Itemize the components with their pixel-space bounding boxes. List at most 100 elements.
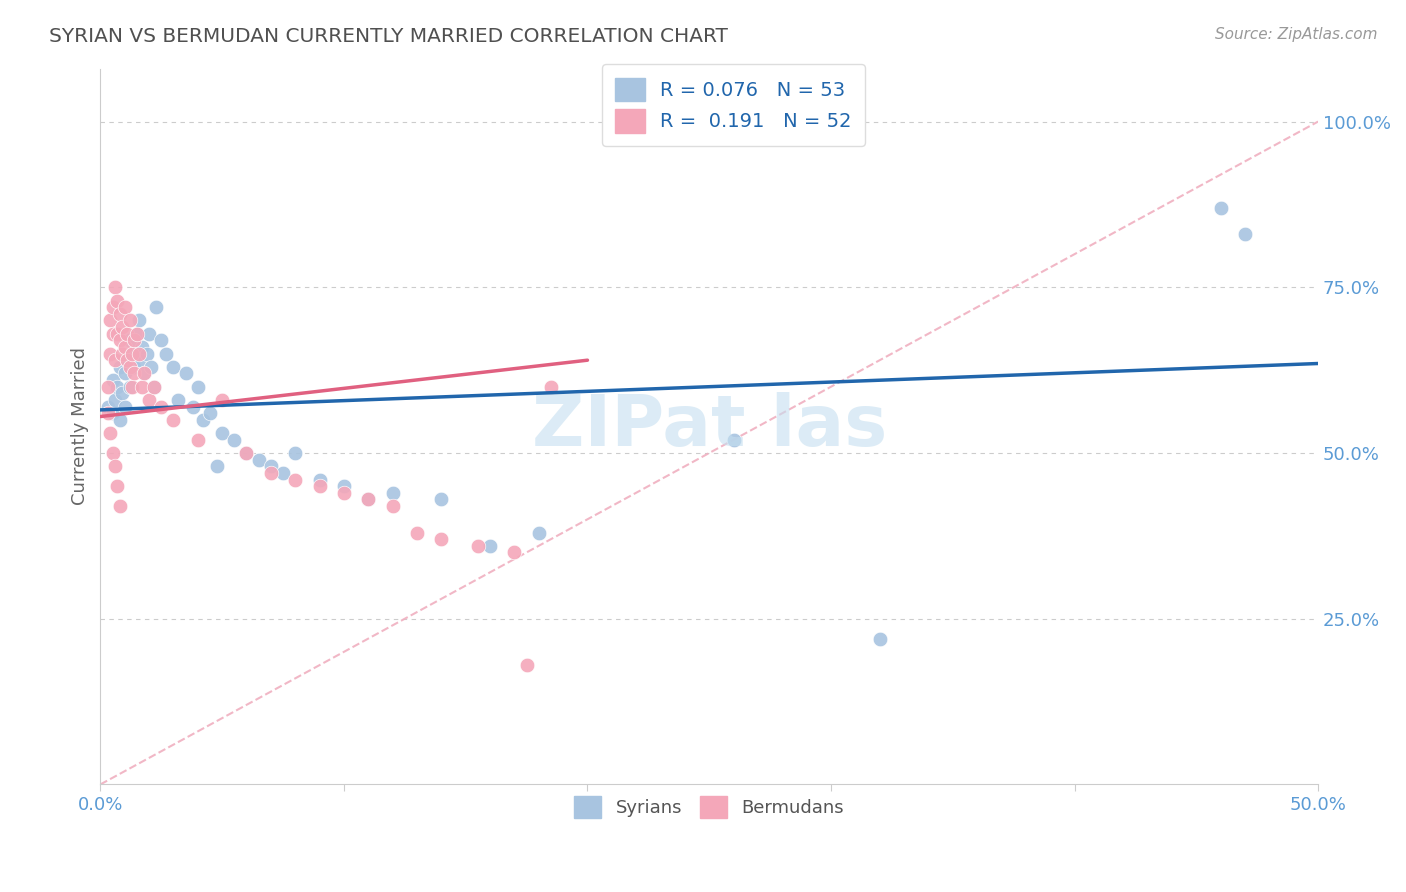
Point bbox=[128, 353, 150, 368]
Point bbox=[131, 380, 153, 394]
Point bbox=[723, 433, 745, 447]
Point bbox=[111, 386, 134, 401]
Point bbox=[198, 406, 221, 420]
Point bbox=[118, 313, 141, 327]
Point bbox=[503, 545, 526, 559]
Point bbox=[114, 367, 136, 381]
Point bbox=[121, 346, 143, 360]
Text: SYRIAN VS BERMUDAN CURRENTLY MARRIED CORRELATION CHART: SYRIAN VS BERMUDAN CURRENTLY MARRIED COR… bbox=[49, 27, 728, 45]
Point bbox=[104, 392, 127, 407]
Point bbox=[308, 473, 330, 487]
Point bbox=[284, 446, 307, 460]
Point bbox=[104, 459, 127, 474]
Point bbox=[98, 346, 121, 360]
Point bbox=[467, 539, 489, 553]
Point bbox=[134, 367, 156, 381]
Point bbox=[115, 353, 138, 368]
Point bbox=[187, 380, 209, 394]
Y-axis label: Currently Married: Currently Married bbox=[72, 348, 89, 506]
Point bbox=[308, 479, 330, 493]
Point bbox=[118, 380, 141, 394]
Point bbox=[211, 426, 233, 441]
Point bbox=[235, 446, 257, 460]
Point bbox=[174, 367, 197, 381]
Point bbox=[118, 334, 141, 348]
Text: ZIPat las: ZIPat las bbox=[531, 392, 887, 461]
Point bbox=[111, 346, 134, 360]
Point bbox=[124, 367, 146, 381]
Point bbox=[105, 380, 128, 394]
Point bbox=[124, 334, 146, 348]
Point bbox=[101, 406, 124, 420]
Point bbox=[98, 313, 121, 327]
Point bbox=[479, 539, 502, 553]
Point bbox=[138, 326, 160, 341]
Point bbox=[381, 499, 404, 513]
Point bbox=[235, 446, 257, 460]
Point bbox=[121, 346, 143, 360]
Point bbox=[516, 658, 538, 673]
Point bbox=[430, 532, 453, 546]
Point bbox=[115, 326, 138, 341]
Point bbox=[181, 400, 204, 414]
Point bbox=[101, 373, 124, 387]
Point bbox=[118, 359, 141, 374]
Point bbox=[108, 334, 131, 348]
Point bbox=[97, 380, 120, 394]
Point bbox=[131, 340, 153, 354]
Point bbox=[1234, 227, 1257, 242]
Point bbox=[97, 400, 120, 414]
Legend: Syrians, Bermudans: Syrians, Bermudans bbox=[567, 789, 852, 825]
Point bbox=[125, 326, 148, 341]
Point bbox=[114, 340, 136, 354]
Point bbox=[271, 466, 294, 480]
Point bbox=[187, 433, 209, 447]
Point bbox=[104, 280, 127, 294]
Point bbox=[114, 400, 136, 414]
Point bbox=[224, 433, 246, 447]
Point bbox=[111, 320, 134, 334]
Point bbox=[527, 525, 550, 540]
Point bbox=[97, 406, 120, 420]
Point bbox=[141, 359, 163, 374]
Point bbox=[108, 499, 131, 513]
Point bbox=[430, 492, 453, 507]
Point bbox=[191, 413, 214, 427]
Point bbox=[150, 334, 173, 348]
Point bbox=[138, 392, 160, 407]
Point bbox=[114, 300, 136, 314]
Point bbox=[105, 479, 128, 493]
Point bbox=[101, 446, 124, 460]
Point bbox=[284, 473, 307, 487]
Point bbox=[105, 326, 128, 341]
Point bbox=[145, 300, 167, 314]
Point bbox=[167, 392, 190, 407]
Point bbox=[333, 479, 356, 493]
Point bbox=[162, 413, 184, 427]
Point bbox=[142, 380, 165, 394]
Point bbox=[98, 426, 121, 441]
Point bbox=[104, 353, 127, 368]
Point bbox=[357, 492, 380, 507]
Text: Source: ZipAtlas.com: Source: ZipAtlas.com bbox=[1215, 27, 1378, 42]
Point bbox=[1209, 201, 1232, 215]
Point bbox=[381, 485, 404, 500]
Point bbox=[128, 313, 150, 327]
Point bbox=[124, 359, 146, 374]
Point bbox=[108, 307, 131, 321]
Point bbox=[101, 300, 124, 314]
Point bbox=[162, 359, 184, 374]
Point bbox=[105, 293, 128, 308]
Point bbox=[260, 459, 283, 474]
Point bbox=[211, 392, 233, 407]
Point bbox=[155, 346, 177, 360]
Point bbox=[869, 632, 891, 646]
Point bbox=[128, 346, 150, 360]
Point bbox=[406, 525, 429, 540]
Point bbox=[357, 492, 380, 507]
Point bbox=[115, 353, 138, 368]
Point bbox=[134, 367, 156, 381]
Point bbox=[108, 359, 131, 374]
Point bbox=[135, 346, 157, 360]
Point bbox=[142, 380, 165, 394]
